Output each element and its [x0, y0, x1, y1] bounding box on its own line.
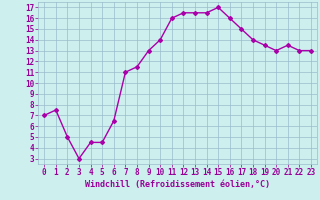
X-axis label: Windchill (Refroidissement éolien,°C): Windchill (Refroidissement éolien,°C): [85, 180, 270, 189]
